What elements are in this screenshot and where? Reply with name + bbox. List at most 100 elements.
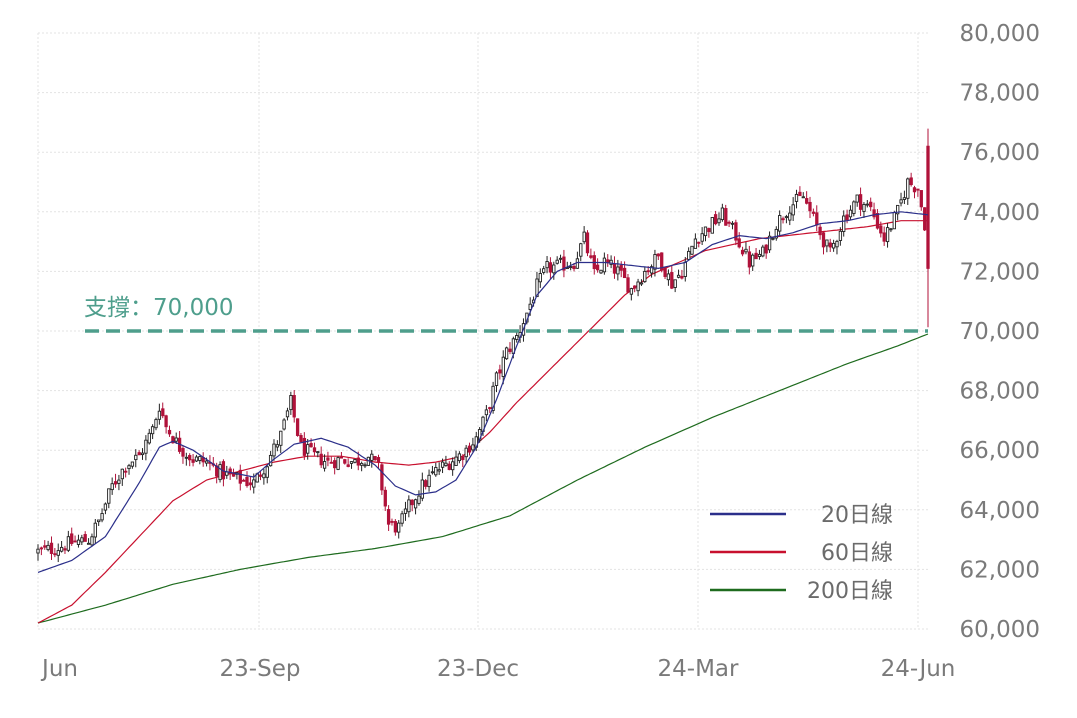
- candle-body: [855, 194, 859, 203]
- candle-body: [491, 385, 495, 411]
- candle-body: [906, 178, 910, 199]
- legend: 20日線 60日線 200日線: [710, 503, 893, 604]
- candle-body: [801, 196, 805, 199]
- y-tick-label: 60,000: [960, 617, 1040, 643]
- candle-body: [63, 548, 67, 551]
- y-tick-label: 72,000: [960, 259, 1040, 285]
- candle-body: [791, 204, 795, 216]
- ma60-line: [37, 220, 928, 624]
- candle-body: [467, 445, 472, 453]
- candle-body: [157, 410, 162, 420]
- candle-body: [660, 252, 664, 271]
- candle-body: [36, 548, 40, 554]
- candle-body: [285, 410, 290, 418]
- candle-body: [407, 499, 411, 513]
- candle-body: [585, 232, 590, 254]
- candle-body: [312, 447, 317, 453]
- candle-body: [86, 542, 91, 545]
- candle-body: [188, 455, 192, 461]
- candle-body: [140, 452, 145, 456]
- candle-body: [154, 419, 158, 429]
- candle-body: [740, 249, 745, 255]
- candle-body: [869, 201, 873, 208]
- candle-body: [238, 469, 242, 484]
- candle-body: [781, 218, 785, 221]
- candle-body: [818, 226, 822, 236]
- candle-body: [666, 273, 671, 281]
- candle-body: [464, 447, 468, 458]
- candle-body: [484, 409, 489, 416]
- candle-body: [707, 228, 711, 233]
- legend-label: 200日線: [807, 579, 893, 604]
- candle-body: [137, 452, 141, 456]
- candle-body: [501, 356, 505, 377]
- candle-body: [690, 245, 694, 255]
- y-tick-label: 68,000: [960, 379, 1040, 405]
- candle-body: [93, 522, 97, 538]
- candle-body: [831, 242, 836, 249]
- candle-body: [697, 241, 701, 244]
- candle-body: [794, 193, 799, 202]
- y-tick-label: 66,000: [960, 438, 1040, 464]
- candle-body: [461, 456, 465, 461]
- candle-body: [542, 268, 546, 273]
- candle-body: [727, 221, 731, 224]
- legend-label: 20日線: [821, 503, 893, 528]
- candle-body: [673, 279, 677, 288]
- candle-body: [386, 509, 391, 525]
- candle-body: [700, 233, 704, 242]
- candle-body: [191, 459, 195, 463]
- candle-body: [612, 263, 617, 274]
- candle-body: [107, 488, 111, 504]
- candle-body: [447, 463, 451, 470]
- candle-body: [258, 474, 263, 477]
- candle-body: [380, 464, 384, 491]
- candle-body: [252, 479, 256, 488]
- candle-body: [400, 513, 404, 524]
- candle-body: [242, 479, 246, 482]
- candle-body: [565, 267, 569, 270]
- candle-body: [555, 259, 559, 264]
- candle-body: [649, 266, 654, 274]
- candle-body: [778, 215, 782, 232]
- candle-body: [825, 239, 829, 247]
- candle-body: [589, 255, 593, 258]
- candles-group: [36, 128, 930, 563]
- candle-body: [899, 199, 903, 204]
- candle-body: [309, 443, 313, 448]
- candle-body: [336, 457, 340, 470]
- candle-body: [390, 520, 394, 523]
- candle-body: [885, 227, 890, 243]
- candle-body: [912, 187, 917, 193]
- candle-body: [865, 203, 869, 206]
- candle-body: [376, 457, 381, 463]
- candle-body: [838, 230, 843, 241]
- candle-body: [676, 274, 681, 278]
- candle-body: [363, 464, 367, 467]
- candle-body: [427, 474, 431, 488]
- candle-body: [548, 262, 553, 273]
- candle-body: [457, 453, 462, 462]
- x-axis-ticks: Jun 23-Sep 23-Dec 24-Mar 24-Jun: [40, 656, 955, 682]
- candle-body: [204, 460, 209, 464]
- candle-body: [771, 237, 775, 240]
- candle-body: [353, 459, 357, 463]
- candle-body: [130, 461, 135, 467]
- candle-body: [670, 272, 674, 289]
- candle-body: [127, 465, 131, 470]
- candle-body: [113, 481, 118, 485]
- candle-body: [828, 242, 832, 248]
- candle-body: [174, 437, 178, 442]
- candle-body: [572, 265, 576, 270]
- candle-body: [49, 542, 54, 554]
- candle-body: [545, 261, 549, 269]
- candle-body: [164, 415, 168, 428]
- candle-body: [538, 273, 542, 283]
- candle-body: [268, 454, 273, 467]
- candle-body: [397, 522, 401, 533]
- candle-body: [498, 369, 502, 374]
- candle-body: [926, 145, 930, 269]
- candle-body: [845, 214, 849, 221]
- candle-body: [717, 218, 721, 224]
